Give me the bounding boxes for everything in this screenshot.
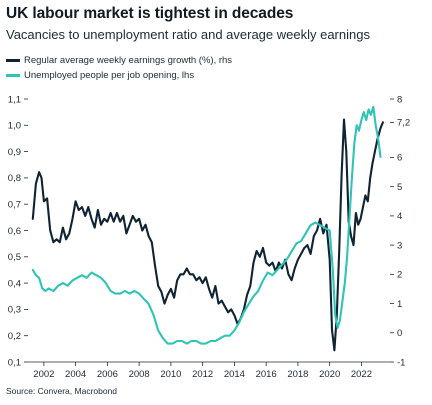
y-right-tick-label: 1 bbox=[397, 299, 402, 310]
x-tick-label: 2022 bbox=[351, 369, 372, 380]
y-right-tick-label: 0 bbox=[397, 328, 402, 339]
x-tick-label: 2010 bbox=[160, 369, 181, 380]
y-right-tick-label: 2 bbox=[397, 270, 402, 281]
x-tick-label: 2004 bbox=[65, 369, 86, 380]
chart-subtitle: Vacancies to unemployment ratio and aver… bbox=[6, 27, 370, 42]
y-right-tick-label: 4 bbox=[397, 211, 402, 222]
x-tick-label: 2012 bbox=[192, 369, 213, 380]
legend-label-earnings: Regular average weekly earnings growth (… bbox=[24, 55, 233, 66]
y-left-tick-label: 0,4 bbox=[8, 278, 21, 289]
y-left-tick-label: 0,5 bbox=[8, 252, 21, 263]
legend-item-earnings: Regular average weekly earnings growth (… bbox=[6, 53, 232, 68]
x-tick-label: 2014 bbox=[224, 369, 245, 380]
series-line-earnings bbox=[31, 118, 384, 352]
y-left-tick-label: 0,8 bbox=[8, 173, 21, 184]
legend-item-unemployed: Unemployed people per job opening, lhs bbox=[6, 68, 232, 83]
x-tick-label: 2002 bbox=[33, 369, 54, 380]
x-tick-label: 2008 bbox=[129, 369, 150, 380]
x-tick-label: 2020 bbox=[319, 369, 340, 380]
y-left-tick-label: 0,6 bbox=[8, 226, 21, 237]
y-left-tick-label: 1,1 bbox=[8, 94, 21, 105]
legend-swatch-unemployed bbox=[6, 74, 20, 77]
y-right-tick-label: -1 bbox=[397, 357, 405, 368]
y-left-tick-label: 0,1 bbox=[8, 357, 21, 368]
y-right-tick-label: 6 bbox=[397, 153, 402, 164]
chart-title: UK labour market is tightest in decades bbox=[6, 5, 294, 22]
y-left-tick-label: 1,0 bbox=[8, 121, 21, 132]
chart-legend: Regular average weekly earnings growth (… bbox=[6, 53, 232, 83]
source-note: Source: Convera, Macrobond bbox=[6, 386, 118, 396]
x-tick-label: 2016 bbox=[256, 369, 277, 380]
y-right-tick-label: 3 bbox=[397, 240, 402, 251]
x-tick-label: 2006 bbox=[97, 369, 118, 380]
y-right-tick-label: 7,2 bbox=[397, 118, 410, 129]
series-line-unemployed bbox=[31, 105, 382, 345]
x-tick-label: 2018 bbox=[287, 369, 308, 380]
y-left-tick-label: 0,9 bbox=[8, 147, 21, 158]
y-left-tick-label: 0,3 bbox=[8, 305, 21, 316]
y-left-tick-label: 0,2 bbox=[8, 331, 21, 342]
y-right-tick-label: 5 bbox=[397, 182, 402, 193]
y-right-tick-label: 8 bbox=[397, 94, 402, 105]
legend-swatch-earnings bbox=[6, 59, 20, 62]
legend-label-unemployed: Unemployed people per job opening, lhs bbox=[24, 70, 195, 81]
y-left-tick-label: 0,7 bbox=[8, 200, 21, 211]
